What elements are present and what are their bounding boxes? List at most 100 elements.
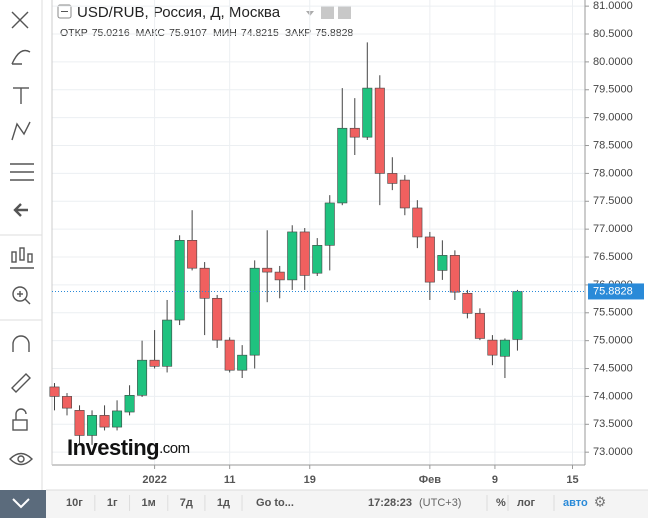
x-tick-label: 9 [492,474,498,486]
candle-body [212,297,223,341]
candle-body [449,255,460,293]
candle-body [462,292,473,314]
gear-icon[interactable]: ⚙ [594,494,607,510]
candle-body [362,87,373,138]
x-tick-label: Фев [419,474,442,486]
settings-icon[interactable] [321,6,334,19]
candle-body [349,127,360,138]
candle-body [299,231,310,276]
indicator-tool[interactable] [10,247,34,269]
candle-body [474,313,485,339]
y-tick-label: 73.5000 [593,418,633,430]
fib-tool[interactable] [10,163,34,181]
pencil-tool[interactable] [11,373,31,393]
candle-body [387,173,398,184]
price-label-bg [588,283,644,300]
y-tick-label: 81.0000 [593,0,633,12]
candle-body [499,339,510,357]
period-button[interactable]: 10г [66,497,83,509]
candle-body [487,339,498,356]
candle-body [324,202,335,246]
candle-body [312,245,323,274]
scale-option[interactable]: лог [517,497,536,509]
goto-button[interactable]: Go to... [256,497,294,509]
ohlc-value: 74.8215 [241,27,279,39]
y-tick-label: 77.5000 [593,195,633,207]
collapse-icon [12,498,30,509]
watermark: Investing.com [67,435,190,460]
candle-body [337,127,348,204]
brush-tool[interactable] [11,49,31,65]
y-tick-label: 75.0000 [593,335,633,347]
scale-option[interactable]: авто [563,497,588,509]
period-button[interactable]: 1г [107,497,118,509]
y-tick-label: 78.0000 [593,167,633,179]
ohlc-value: 75.8828 [315,27,353,39]
x-tick-label: 15 [566,474,578,486]
bottom-bar [46,490,648,518]
candle-body [74,410,85,436]
candle-body [287,231,298,281]
x-tick-label: 19 [304,474,316,486]
y-tick-label: 76.5000 [593,251,633,263]
watermark-suffix: .com [159,440,190,457]
period-button[interactable]: 7д [180,497,193,509]
back-tool[interactable] [13,203,28,217]
clock-time: 17:28:23 [368,497,412,509]
candle-body [174,240,185,321]
candle-body [187,240,198,269]
y-tick-label: 80.0000 [593,56,633,68]
candle-body [162,319,173,367]
candle-body [374,87,385,174]
left-toolbar [0,0,46,518]
ohlc-label: МАКС [136,27,166,39]
candle-body [274,271,285,281]
y-tick-label: 77.0000 [593,223,633,235]
y-tick-label: 75.5000 [593,307,633,319]
candle-body [412,207,423,238]
y-tick-label: 79.0000 [593,112,633,124]
candle-body [199,267,210,299]
candle-body [137,359,148,396]
ohlc-legend: ОТКР 75.0216 МАКС 75.9107 МИН 74.8215 ЗАКР 75.8… [60,27,353,39]
y-tick-label: 74.5000 [593,362,633,374]
y-tick-label: 74.0000 [593,390,633,402]
candle-body [237,354,248,371]
x-tick-label: 2022 [142,474,166,486]
eye-tool[interactable] [9,452,33,466]
y-tick-label: 78.5000 [593,139,633,151]
watermark-brand: Investing [67,435,159,460]
text-tool[interactable] [13,87,29,104]
lock-tool[interactable] [12,408,28,431]
pattern-tool[interactable] [11,121,31,141]
clock-timezone: (UTC+3) [419,497,461,509]
cross-tool[interactable] [11,11,29,29]
candle-body [87,415,98,436]
y-tick-label: 73.0000 [593,446,633,458]
ohlc-label: ОТКР [60,27,88,39]
ohlc-value: 75.9107 [169,27,207,39]
period-button[interactable]: 1д [217,497,230,509]
close-icon[interactable] [338,6,351,19]
bottom-toolbar: 10г 1г 1м 7д 1д Go to... 17:28:23 (UTC+3)% лог ав… [66,495,588,511]
price-label: 75.8828 [593,285,633,297]
period-button[interactable]: 1м [142,497,156,509]
zoom-tool[interactable] [12,286,31,305]
scale-option[interactable]: % [496,497,506,509]
y-tick-label: 80.5000 [593,28,633,40]
ohlc-label: МИН [213,27,237,39]
candle-body [512,291,523,340]
y-tick-label: 79.5000 [593,84,633,96]
candle-body [124,395,135,413]
candle-body [262,267,273,273]
magnet-tool[interactable] [12,335,30,352]
toolbar-bg [0,0,42,518]
x-tick-label: 11 [224,474,236,486]
candle-body [149,359,160,367]
candle-body [249,267,260,356]
candle-body [99,415,110,428]
candle-body [424,236,435,283]
